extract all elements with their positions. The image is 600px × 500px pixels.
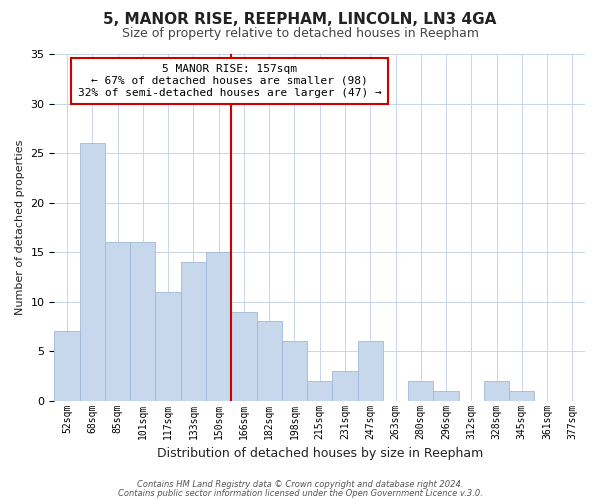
Bar — [509, 390, 535, 400]
Bar — [433, 390, 458, 400]
Bar — [181, 262, 206, 400]
Bar — [408, 381, 433, 400]
Text: Contains public sector information licensed under the Open Government Licence v.: Contains public sector information licen… — [118, 489, 482, 498]
Text: Size of property relative to detached houses in Reepham: Size of property relative to detached ho… — [121, 28, 479, 40]
Bar — [105, 242, 130, 400]
Bar — [358, 341, 383, 400]
Bar — [231, 312, 257, 400]
Bar — [155, 292, 181, 401]
Bar — [332, 371, 358, 400]
Bar — [257, 322, 282, 400]
Text: 5 MANOR RISE: 157sqm
← 67% of detached houses are smaller (98)
32% of semi-detac: 5 MANOR RISE: 157sqm ← 67% of detached h… — [77, 64, 382, 98]
Bar — [484, 381, 509, 400]
Bar — [282, 341, 307, 400]
Bar — [130, 242, 155, 400]
Text: 5, MANOR RISE, REEPHAM, LINCOLN, LN3 4GA: 5, MANOR RISE, REEPHAM, LINCOLN, LN3 4GA — [103, 12, 497, 28]
Y-axis label: Number of detached properties: Number of detached properties — [15, 140, 25, 315]
Bar — [80, 143, 105, 401]
Bar — [206, 252, 231, 400]
Bar — [55, 332, 80, 400]
X-axis label: Distribution of detached houses by size in Reepham: Distribution of detached houses by size … — [157, 447, 483, 460]
Text: Contains HM Land Registry data © Crown copyright and database right 2024.: Contains HM Land Registry data © Crown c… — [137, 480, 463, 489]
Bar — [307, 381, 332, 400]
